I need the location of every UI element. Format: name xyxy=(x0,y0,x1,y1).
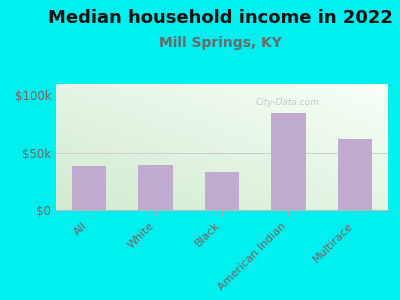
Bar xyxy=(338,139,372,210)
Bar xyxy=(138,165,173,210)
Bar xyxy=(271,112,306,210)
Bar xyxy=(72,167,106,210)
Text: Median household income in 2022: Median household income in 2022 xyxy=(48,9,392,27)
Bar xyxy=(205,172,239,210)
Text: Mill Springs, KY: Mill Springs, KY xyxy=(158,36,282,50)
Text: City-Data.com: City-Data.com xyxy=(255,98,319,107)
